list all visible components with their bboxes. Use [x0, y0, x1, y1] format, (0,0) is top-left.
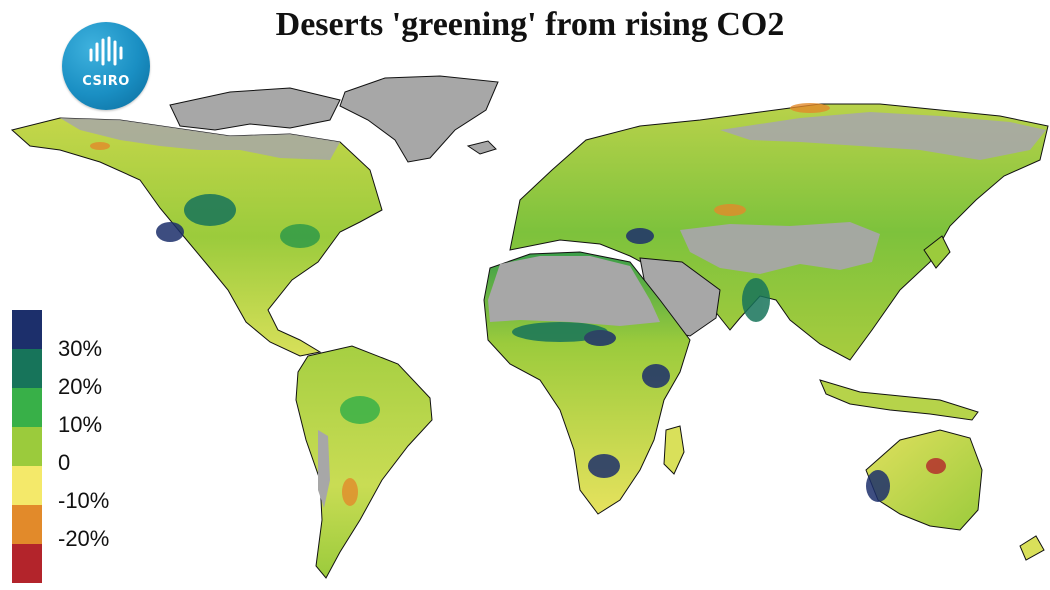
legend-label-30: 30% [58, 336, 103, 361]
new-zealand [1019, 535, 1045, 561]
legend-swatch-minus-20 [12, 505, 42, 544]
southeast-asia-islands [819, 379, 979, 421]
legend-label-20: 20% [58, 374, 103, 399]
madagascar [663, 425, 685, 475]
browning-hotspots [90, 103, 946, 506]
atacama-gray [318, 430, 330, 508]
south-america [295, 345, 433, 579]
central-asia-gray [680, 222, 880, 274]
iceland [466, 140, 497, 155]
australia [865, 429, 983, 531]
sahara-gray [488, 256, 660, 326]
legend-label-0: 0 [58, 450, 71, 475]
csiro-logo-icon [89, 36, 123, 66]
legend-swatch-20 [12, 349, 42, 388]
legend-label-minus-10: -10% [58, 488, 110, 513]
legend-swatch-0 [12, 427, 42, 466]
legend-label-minus-20: -20% [58, 526, 110, 551]
arctic-islands [169, 87, 341, 131]
north-america-arctic-gray [60, 118, 340, 160]
map-title: Deserts 'greening' from rising CO2 [275, 6, 785, 43]
legend-swatch-minus-30 [12, 544, 42, 583]
legend-swatch-30 [12, 310, 42, 349]
siberia-gray [720, 112, 1046, 160]
csiro-logo-text: CSIRO [82, 74, 130, 89]
japan [923, 235, 951, 269]
legend-swatch-10 [12, 388, 42, 427]
csiro-logo: CSIRO [62, 22, 150, 110]
greenland [339, 75, 499, 163]
legend-label-10: 10% [58, 412, 103, 437]
legend-swatch-minus-10 [12, 466, 42, 505]
greening-hotspots [156, 194, 890, 502]
world-map [10, 75, 1049, 579]
